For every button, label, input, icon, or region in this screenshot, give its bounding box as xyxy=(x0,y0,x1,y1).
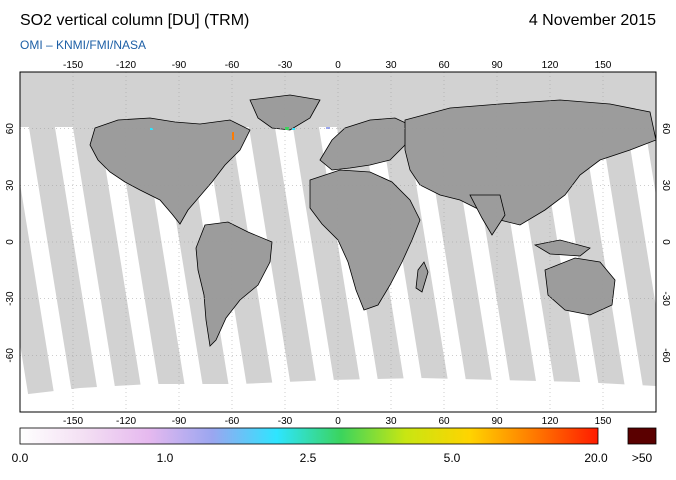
north-america xyxy=(89,117,251,225)
latitude-label: 60 xyxy=(5,123,16,135)
longitude-label: 60 xyxy=(438,60,450,71)
longitude-label: -90 xyxy=(172,416,187,427)
latitude-label: 30 xyxy=(5,179,16,191)
longitude-label: -60 xyxy=(225,60,240,71)
africa xyxy=(309,169,421,311)
longitude-label: -120 xyxy=(116,60,136,71)
longitude-label: -150 xyxy=(63,416,83,427)
latitude-label: -60 xyxy=(660,348,671,363)
map-title: SO2 vertical column [DU] (TRM) xyxy=(20,12,250,29)
longitude-label: 0 xyxy=(335,60,341,71)
latitude-label: -30 xyxy=(660,291,671,306)
longitude-label: 90 xyxy=(491,416,503,427)
longitude-label: 120 xyxy=(542,416,559,427)
graticule xyxy=(20,72,656,412)
data-source: OMI – KNMI/FMI/NASA xyxy=(20,38,147,52)
longitude-label: 30 xyxy=(385,60,397,71)
longitude-label: -120 xyxy=(116,416,136,427)
longitude-label: -90 xyxy=(172,60,187,71)
longitude-label: -30 xyxy=(278,416,293,427)
india xyxy=(469,194,506,236)
latitude-labels-right: 60 30 0 -30 -60 xyxy=(660,123,671,363)
map-date: 4 November 2015 xyxy=(528,12,656,29)
continents xyxy=(20,94,656,412)
longitude-label: 150 xyxy=(595,416,612,427)
so2-signal-dots xyxy=(150,127,330,140)
latitude-labels-left: 60 30 0 -30 -60 xyxy=(5,123,16,363)
indonesia xyxy=(533,239,591,257)
longitude-label: 90 xyxy=(491,60,503,71)
antarctica xyxy=(20,378,656,412)
colorbar xyxy=(19,427,599,445)
map-frame xyxy=(19,71,657,413)
madagascar xyxy=(415,261,429,293)
longitude-label: -60 xyxy=(225,416,240,427)
longitude-label: 120 xyxy=(542,60,559,71)
longitude-label: 150 xyxy=(595,60,612,71)
latitude-label: 0 xyxy=(660,239,671,245)
no-data-swath xyxy=(20,183,57,412)
latitude-label: -30 xyxy=(5,291,16,306)
colorbar-label: >50 xyxy=(632,451,653,465)
south-america xyxy=(195,221,273,347)
colorbar-label: 0.0 xyxy=(12,451,29,465)
colorbar-label: 20.0 xyxy=(584,451,608,465)
colorbar-overflow-swatch xyxy=(627,427,657,445)
longitude-label: 60 xyxy=(438,416,450,427)
australia xyxy=(544,257,616,316)
latitude-label: -60 xyxy=(5,348,16,363)
longitude-label: 30 xyxy=(385,416,397,427)
longitude-label: 0 xyxy=(335,416,341,427)
latitude-label: 60 xyxy=(660,123,671,135)
asia xyxy=(404,99,656,226)
longitude-label: -30 xyxy=(278,60,293,71)
latitude-label: 0 xyxy=(5,239,16,245)
colorbar-label: 2.5 xyxy=(300,451,317,465)
colorbar-label: 1.0 xyxy=(157,451,174,465)
longitude-labels-bottom: -150 -120 -90 -60 -30 0 30 60 90 120 150 xyxy=(63,416,612,427)
colorbar-labels: 0.0 1.0 2.5 5.0 20.0 >50 xyxy=(12,451,653,465)
latitude-label: 30 xyxy=(660,180,671,192)
longitude-labels-top: -150 -120 -90 -60 -30 0 30 60 90 120 150 xyxy=(63,60,612,71)
longitude-label: -150 xyxy=(63,60,83,71)
colorbar-label: 5.0 xyxy=(444,451,461,465)
